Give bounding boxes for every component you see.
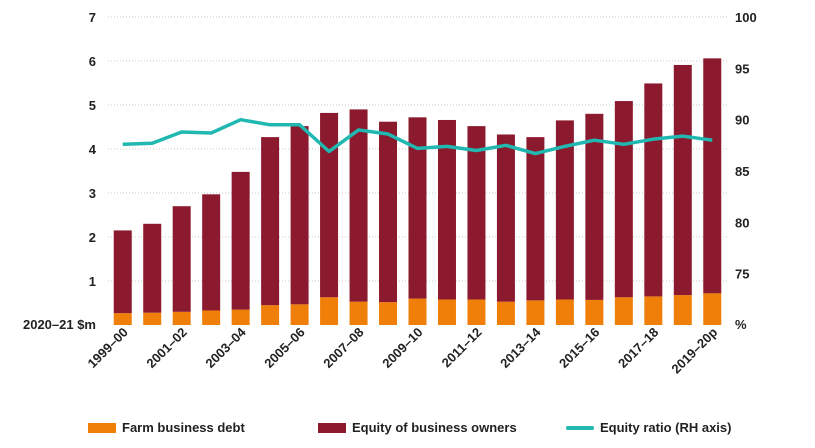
x-tick-label: 2013–14 [497, 324, 544, 371]
y-tick-label: 2 [89, 230, 96, 245]
bar-equity-of-business-owners [320, 112, 339, 298]
equity-ratio-polyline [122, 117, 713, 156]
bar-farm-business-debt [496, 301, 515, 325]
bar-farm-business-debt [526, 300, 545, 325]
bar-farm-business-debt [555, 299, 574, 325]
right-axis-ticks: 75 80 85 90 95 100 [735, 10, 757, 282]
bar-equity-of-business-owners [202, 194, 221, 311]
bar-farm-business-debt [172, 311, 191, 325]
legend-label-debt: Farm business debt [122, 420, 245, 435]
bar-farm-business-debt [614, 297, 633, 325]
legend-item-equity-ratio: Equity ratio (RH axis) [566, 420, 731, 435]
y-tick-label: 1 [89, 274, 96, 289]
x-tick-label: 2007–08 [320, 325, 366, 371]
bar-equity-of-business-owners [585, 113, 604, 300]
bar-farm-business-debt [320, 297, 339, 325]
x-tick-label: 2015–16 [556, 325, 602, 371]
bar-equity-of-business-owners [526, 137, 545, 301]
y-tick-label: 5 [89, 98, 96, 113]
bar-farm-business-debt [467, 299, 486, 325]
bar-farm-business-debt [585, 299, 604, 325]
bar-equity-of-business-owners [644, 83, 663, 297]
bar-farm-business-debt [113, 313, 132, 325]
bars [113, 58, 722, 325]
legend-item-farm-business-debt: Farm business debt [88, 420, 245, 435]
bar-equity-of-business-owners [172, 206, 191, 312]
y-tick-label: 3 [89, 186, 96, 201]
bar-equity-of-business-owners [614, 101, 633, 298]
legend-swatch-equity [318, 422, 346, 433]
equity-ratio-line [122, 117, 713, 156]
bar-equity-of-business-owners [673, 64, 692, 296]
bar-equity-of-business-owners [408, 117, 427, 299]
bar-equity-of-business-owners [379, 121, 398, 303]
legend-label-ratio: Equity ratio (RH axis) [600, 420, 732, 435]
legend-label-equity: Equity of business owners [352, 420, 517, 435]
y2-tick-label: 100 [735, 10, 757, 25]
y2-tick-label: 80 [735, 215, 749, 230]
bar-equity-of-business-owners [261, 137, 280, 306]
legend: Farm business debt Equity of business ow… [0, 420, 815, 442]
x-axis-ticks: 1999–00 2001–02 2003–04 2005–06 2007–08 2009–… [84, 324, 720, 377]
bar-farm-business-debt [408, 298, 427, 325]
y2-tick-label: 85 [735, 164, 749, 179]
bar-equity-of-business-owners [437, 119, 456, 300]
bar-farm-business-debt [349, 301, 368, 325]
bar-farm-business-debt [379, 302, 398, 325]
bar-equity-of-business-owners [467, 126, 486, 300]
bar-farm-business-debt [143, 312, 162, 325]
x-tick-label: 2001–02 [143, 325, 189, 371]
bar-farm-business-debt [673, 295, 692, 325]
bar-equity-of-business-owners [290, 126, 309, 305]
x-tick-label: 2019–20p [668, 324, 720, 376]
legend-swatch-ratio [566, 425, 594, 430]
left-axis-ticks: 1 2 3 4 5 6 7 [89, 10, 97, 289]
bar-farm-business-debt [703, 293, 722, 325]
legend-swatch-debt [88, 422, 116, 433]
y2-tick-label: 90 [735, 113, 749, 128]
x-tick-label: 2011–12 [439, 325, 485, 371]
x-tick-label: 2003–04 [202, 324, 249, 371]
bar-farm-business-debt [644, 296, 663, 325]
y2-tick-label: 95 [735, 61, 749, 76]
left-axis-unit-label: 2020–21 $m [23, 317, 96, 332]
right-axis-unit-label: % [735, 317, 747, 332]
bar-equity-of-business-owners [555, 120, 574, 300]
x-tick-label: 2017–18 [615, 325, 661, 371]
y-tick-label: 4 [89, 142, 97, 157]
y-tick-label: 7 [89, 10, 96, 25]
x-tick-label: 2005–06 [261, 325, 307, 371]
x-tick-label: 2009–10 [379, 325, 425, 371]
legend-item-equity-of-business-owners: Equity of business owners [318, 420, 517, 435]
y2-tick-label: 75 [735, 267, 749, 282]
y-tick-label: 6 [89, 54, 96, 69]
bar-equity-of-business-owners [113, 230, 132, 314]
bar-equity-of-business-owners [349, 109, 368, 302]
bar-equity-of-business-owners [231, 171, 250, 310]
bar-farm-business-debt [231, 309, 250, 325]
bar-farm-business-debt [290, 304, 309, 325]
bar-equity-of-business-owners [496, 134, 515, 302]
bar-equity-of-business-owners [143, 223, 162, 313]
bar-equity-of-business-owners [703, 58, 722, 294]
bar-farm-business-debt [202, 310, 221, 325]
bar-farm-business-debt [261, 305, 280, 325]
bar-farm-business-debt [437, 299, 456, 325]
